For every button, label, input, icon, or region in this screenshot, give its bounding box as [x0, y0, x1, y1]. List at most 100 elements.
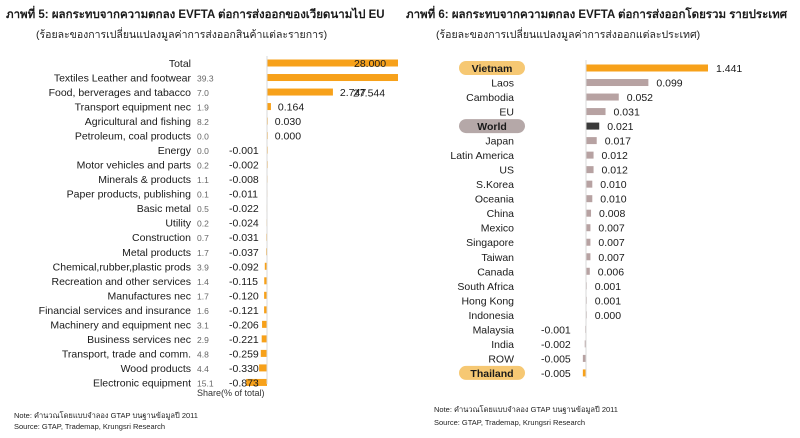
value-label: -0.031: [229, 232, 259, 244]
value-label: 2.747: [340, 87, 366, 99]
share-label: 1.9: [197, 103, 209, 113]
share-label: 0.5: [197, 204, 209, 214]
bar: [586, 209, 592, 217]
bar: [586, 93, 619, 101]
left-chart-subtitle: (ร้อยละของการเปลี่ยนแปลงมูลค่าการส่งออกส…: [36, 29, 328, 41]
bar: [267, 59, 398, 67]
bar: [586, 195, 593, 203]
category-label: Transport equipment nec: [75, 102, 191, 114]
category-label: Paper products, publishing: [67, 189, 191, 201]
country-label: Singapore: [466, 237, 514, 249]
category-label: Food, berverages and tabacco: [49, 87, 192, 99]
bar: [586, 122, 600, 130]
value-label: 0.010: [600, 179, 626, 191]
left-note: Note: คำนวณโดยแบบจำลอง GTAP บนฐานข้อมูลป…: [14, 411, 198, 420]
category-label: Total: [169, 58, 191, 70]
bar: [267, 88, 333, 96]
value-label: -0.011: [229, 189, 258, 201]
country-label: Thailand: [470, 368, 513, 380]
bar: [586, 224, 591, 232]
country-label: Latin America: [450, 150, 514, 162]
share-label: 0.0: [197, 146, 209, 156]
share-label: 3.1: [197, 320, 209, 330]
country-label: Taiwan: [481, 252, 514, 264]
share-label: 1.7: [197, 291, 209, 301]
right-chart-title: ภาพที่ 6: ผลกระทบจากความตกลง EVFTA ต่อกา…: [406, 9, 788, 21]
bar: [582, 354, 586, 362]
share-label: 0.2: [197, 161, 209, 171]
share-label: 4.8: [197, 349, 209, 359]
share-label: 1.6: [197, 306, 209, 316]
bar: [584, 340, 586, 348]
country-label: China: [487, 208, 515, 220]
share-label: 0.2: [197, 219, 209, 229]
bar: [586, 180, 593, 188]
value-label: 27.544: [353, 88, 385, 100]
highlight-pill: [459, 61, 525, 75]
bar: [259, 364, 267, 372]
country-label: Cambodia: [466, 92, 514, 104]
share-label: 0.1: [197, 190, 209, 200]
value-label: 0.030: [275, 116, 301, 128]
value-label: 0.031: [614, 107, 640, 119]
bar: [264, 291, 267, 299]
share-label: 7.0: [197, 88, 209, 98]
value-label: 0.010: [600, 194, 626, 206]
highlight-pill: [459, 365, 525, 380]
category-label: Financial services and insurance: [39, 305, 191, 317]
share-label: 1.1: [197, 175, 209, 185]
value-label: -0.115: [229, 276, 258, 288]
value-label: -0.037: [229, 247, 259, 259]
category-label: Energy: [158, 145, 192, 157]
category-label: Electronic equipment: [93, 377, 191, 389]
share-label: 0.7: [197, 233, 209, 243]
value-label: -0.002: [541, 339, 571, 351]
bar: [262, 320, 267, 328]
share-axis-label: Share(% of total): [197, 388, 265, 398]
bar: [264, 262, 267, 270]
category-label: Minerals & products: [98, 174, 191, 186]
bar: [586, 166, 594, 174]
share-label: 4.4: [197, 364, 209, 374]
bar: [267, 103, 271, 111]
value-label: 0.007: [598, 252, 624, 264]
country-label: ROW: [488, 353, 514, 365]
share-label: 39.3: [197, 74, 214, 84]
country-label: Oceania: [475, 194, 514, 206]
country-label: Vietnam: [472, 63, 513, 75]
value-label: 0.001: [595, 281, 621, 293]
category-label: Business services nec: [87, 334, 191, 346]
value-label: 0.021: [607, 121, 633, 133]
share-label: 3.9: [197, 262, 209, 272]
bar: [260, 349, 267, 357]
country-label: South Africa: [457, 281, 514, 293]
value-label: -0.120: [229, 290, 259, 302]
value-label: -0.022: [229, 203, 259, 215]
value-label: 0.007: [598, 237, 624, 249]
value-label: -0.873: [229, 377, 259, 389]
value-label: 0.164: [278, 102, 304, 114]
category-label: Agricultural and fishing: [85, 116, 191, 128]
value-label: -0.005: [541, 368, 571, 380]
share-label: 15.1: [197, 378, 214, 388]
category-label: Transport, trade and comm.: [62, 348, 191, 360]
value-label: -0.001: [229, 145, 259, 157]
value-label: 1.441: [716, 63, 742, 75]
country-label: Malaysia: [473, 324, 515, 336]
left-chart-title: ภาพที่ 5: ผลกระทบจากความตกลง EVFTA ต่อกา…: [6, 9, 385, 21]
category-label: Motor vehicles and parts: [77, 160, 191, 172]
category-label: Petroleum, coal products: [75, 131, 191, 143]
bar: [586, 64, 708, 72]
bar: [586, 137, 597, 145]
bar: [586, 79, 649, 87]
bar: [582, 369, 586, 377]
value-label: -0.002: [229, 160, 259, 172]
country-label: Hong Kong: [461, 295, 514, 307]
country-label: S.Korea: [476, 179, 514, 191]
value-label: -0.092: [229, 261, 259, 273]
share-label: 8.2: [197, 117, 209, 127]
left-source: Source: GTAP, Trademap, Krungsri Researc…: [14, 422, 166, 431]
bar: [264, 306, 267, 314]
